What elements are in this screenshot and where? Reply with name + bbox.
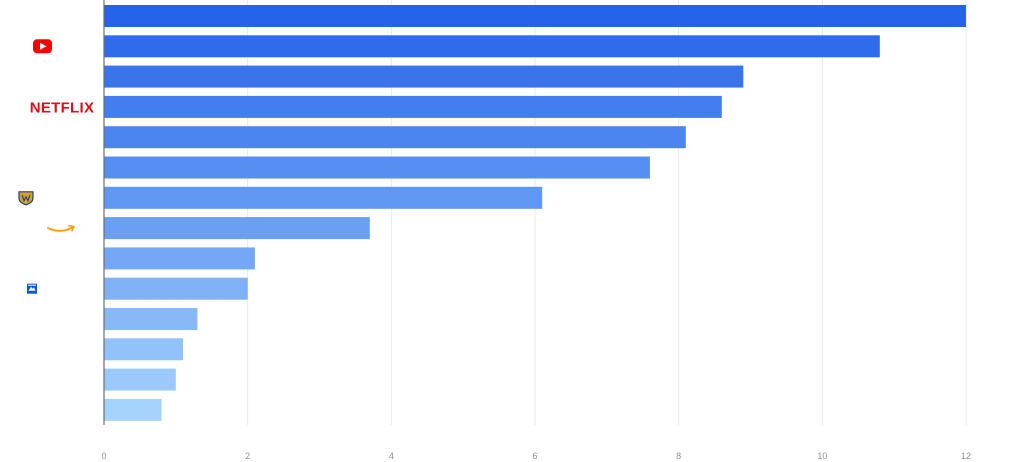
x-tick-label: 8 [676,451,681,461]
bar [104,5,966,27]
category-logos: NETFLIX [18,39,95,294]
x-tick-label: 0 [101,451,106,461]
bar [104,277,248,300]
x-tick-label: 6 [532,451,537,461]
gridlines [247,0,967,425]
bar [104,338,183,361]
netflix-logo: NETFLIX [30,99,95,116]
bar [104,217,370,240]
x-tick-label: 2 [245,451,250,461]
bar [104,308,198,330]
amazon-logo [47,224,75,232]
paramount-logo [27,283,37,294]
bar [104,247,255,270]
x-axis-tick-labels: 0 2 4 6 8 10 12 [101,451,971,461]
bar [104,126,686,149]
bar [104,368,176,391]
bar [104,65,744,88]
bar [104,398,162,421]
bar [104,95,722,118]
bar [104,35,880,58]
x-tick-label: 4 [389,451,394,461]
x-tick-label: 10 [817,451,827,461]
x-tick-label: 12 [961,451,971,461]
netflix-wordmark: NETFLIX [30,99,95,116]
bars [104,5,966,421]
youtube-logo [33,39,52,54]
warner-bros-logo [18,191,34,206]
bar [104,156,650,179]
bar [104,186,543,209]
